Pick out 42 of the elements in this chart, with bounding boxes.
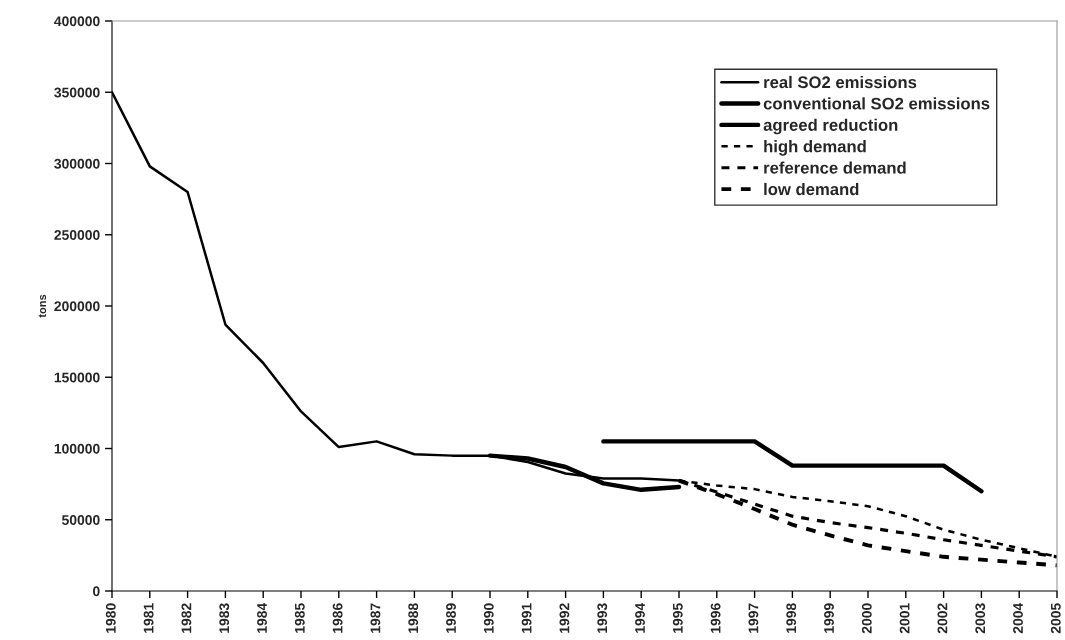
legend-label: reference demand [764,161,906,174]
legend-label: agreed reduction [763,118,898,135]
x-tick-label: 1990 [483,603,494,633]
x-tick-label: 1993 [597,603,608,633]
x-tick-label: 1997 [748,603,759,633]
x-tick-label: 1988 [408,603,419,633]
legend-label: low demand [764,182,859,196]
x-tick-label: 2002 [937,603,948,634]
x-tick-label: 1996 [710,603,721,633]
x-tick-label: 2003 [975,603,986,634]
x-tick-label: 1995 [672,603,683,633]
legend-label: real SO2 emissions [764,75,917,89]
x-tick-label: 1980 [105,603,116,633]
x-tick-label: 1984 [257,602,267,633]
y-tick-label: 250000 [54,230,100,240]
x-tick-label: 1982 [181,603,192,633]
y-tick-label: 150000 [54,372,100,383]
x-tick-label: 1986 [332,603,343,633]
y-tick-label: 300000 [54,158,100,169]
y-tick-label: 50000 [62,515,100,525]
x-tick-label: 1987 [370,603,381,633]
y-axis-title: tons [38,294,47,318]
x-tick-label: 1992 [559,603,570,633]
x-tick-label: 1985 [294,603,305,633]
x-tick-label: 2000 [861,603,872,634]
x-tick-label: 2005 [1050,603,1061,634]
y-tick-label: 100000 [54,443,100,454]
x-tick-label: 1999 [824,603,834,633]
y-tick-label: 350000 [54,87,100,98]
x-tick-label: 1989 [446,603,456,633]
x-tick-label: 1981 [143,603,154,633]
y-tick-label: 0 [93,586,100,597]
x-tick-label: 1991 [521,603,532,633]
x-tick-label: 1994 [635,602,645,633]
y-tick-label: 200000 [54,301,100,312]
x-tick-label: 2001 [899,603,910,634]
x-tick-label: 1998 [786,603,797,633]
y-tick-label: 400000 [54,16,100,27]
x-tick-label: 2004 [1013,602,1023,634]
legend-label: high demand [764,140,866,156]
x-tick-label: 1983 [219,603,230,633]
legend-label: conventional SO2 emissions [763,97,990,110]
